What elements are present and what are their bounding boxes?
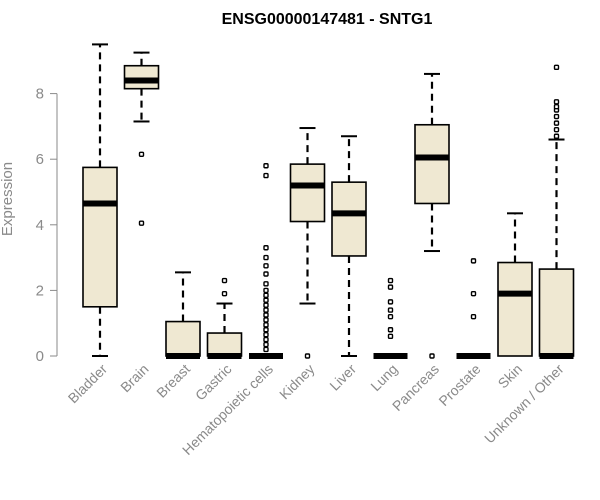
outlier-point bbox=[263, 245, 269, 251]
x-tick-label: Brain bbox=[117, 361, 151, 395]
y-tick-label: 4 bbox=[36, 217, 44, 234]
outlier-point bbox=[387, 277, 394, 284]
box-iqr bbox=[538, 268, 575, 357]
outlier-point bbox=[138, 151, 145, 157]
box-iqr bbox=[497, 261, 533, 357]
x-tick-label: Liver bbox=[326, 361, 359, 394]
boxes-group bbox=[82, 43, 575, 359]
outlier-point bbox=[263, 336, 269, 343]
outlier-point bbox=[387, 307, 394, 313]
box-gastric bbox=[206, 277, 243, 359]
box-iqr bbox=[414, 123, 450, 205]
box-skin bbox=[497, 212, 533, 357]
outlier-point bbox=[221, 277, 228, 284]
outlier-point bbox=[263, 263, 269, 269]
outlier-point bbox=[387, 284, 394, 290]
outlier-point bbox=[263, 281, 269, 287]
outlier-point bbox=[470, 258, 477, 264]
outlier-point bbox=[429, 353, 435, 359]
box-iqr bbox=[165, 320, 201, 357]
outlier-point bbox=[553, 99, 560, 105]
outlier-point bbox=[553, 64, 560, 71]
outlier-point bbox=[263, 254, 269, 261]
outlier-point bbox=[221, 290, 228, 297]
y-tick-label: 2 bbox=[36, 282, 44, 299]
chart-title: ENSG00000147481 - SNTG1 bbox=[222, 11, 433, 28]
outlier-point bbox=[263, 287, 269, 294]
outlier-point bbox=[553, 104, 560, 110]
outlier-point bbox=[263, 317, 269, 323]
outlier-point bbox=[263, 292, 269, 299]
x-tick-label: Unknown / Other bbox=[481, 361, 567, 447]
outlier-point bbox=[470, 313, 477, 320]
box-prostate bbox=[456, 258, 491, 359]
box-brain bbox=[123, 51, 160, 226]
box-bladder bbox=[82, 43, 118, 357]
box-iqr bbox=[123, 64, 160, 90]
outlier-point bbox=[263, 331, 269, 338]
box-iqr bbox=[289, 163, 326, 223]
outlier-point bbox=[470, 290, 477, 297]
outlier-point bbox=[263, 307, 269, 313]
box-unknown-other bbox=[538, 64, 575, 359]
outlier-point bbox=[138, 220, 145, 226]
y-tick-label: 0 bbox=[36, 348, 44, 365]
outlier-point bbox=[263, 312, 269, 318]
y-tick-label: 8 bbox=[36, 86, 44, 103]
outlier-point bbox=[553, 120, 560, 126]
outlier-point bbox=[263, 297, 269, 303]
box-breast bbox=[165, 271, 201, 359]
outlier-point bbox=[387, 299, 394, 305]
x-tick-label: Kidney bbox=[276, 361, 318, 403]
box-liver bbox=[331, 135, 367, 357]
box-pancreas bbox=[414, 72, 450, 359]
outlier-point bbox=[304, 353, 311, 359]
outlier-point bbox=[553, 133, 560, 139]
box-hematopoietic-cells bbox=[249, 163, 283, 359]
box-kidney bbox=[289, 127, 326, 359]
outlier-point bbox=[263, 163, 269, 169]
outlier-point bbox=[387, 333, 394, 340]
y-axis-label: Expression bbox=[0, 162, 16, 236]
outlier-point bbox=[263, 172, 269, 179]
outlier-point bbox=[553, 126, 560, 133]
x-tick-label: Bladder bbox=[65, 361, 111, 407]
x-tick-label: Skin bbox=[495, 361, 526, 392]
box-iqr bbox=[82, 166, 118, 308]
y-axis: 0 2 4 6 8 bbox=[36, 86, 58, 365]
outlier-point bbox=[263, 302, 269, 308]
outlier-point bbox=[387, 313, 394, 320]
box-iqr bbox=[331, 181, 367, 257]
outlier-point bbox=[263, 327, 269, 333]
x-tick-label: Breast bbox=[153, 361, 193, 401]
outlier-point bbox=[553, 113, 560, 120]
outlier-point bbox=[263, 271, 269, 277]
outlier-point bbox=[263, 341, 269, 348]
x-tick-label: Lung bbox=[367, 361, 400, 394]
outlier-point bbox=[387, 327, 394, 333]
x-tick-label: Prostate bbox=[435, 361, 483, 409]
outlier-point bbox=[263, 346, 269, 353]
box-lung bbox=[373, 277, 408, 359]
outlier-point bbox=[263, 322, 269, 328]
box-iqr bbox=[206, 332, 243, 357]
y-tick-label: 6 bbox=[36, 151, 44, 168]
